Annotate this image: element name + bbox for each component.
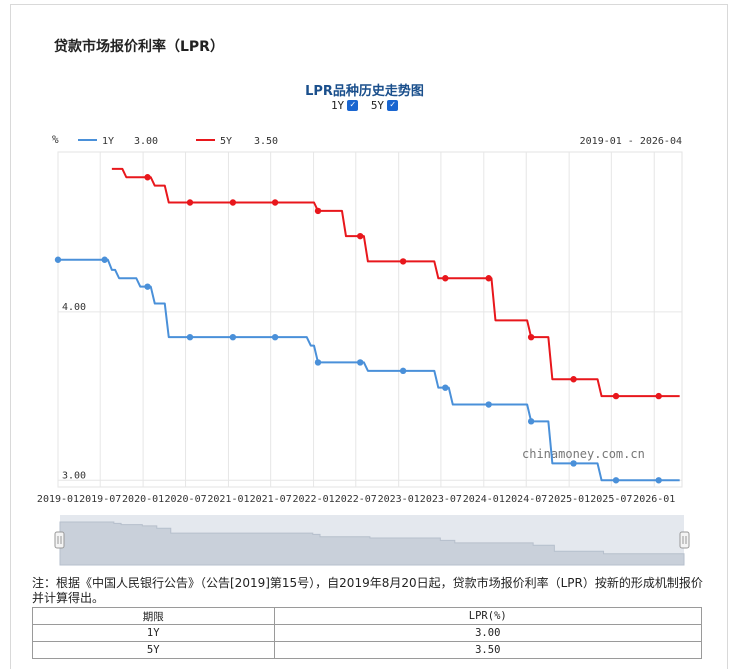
x-tick-label: 2022-01 [292,494,334,505]
y-tick-label: 4.00 [62,302,86,313]
cell-term: 1Y [32,624,275,642]
cell-rate: 3.50 [273,641,703,659]
series-markers [54,174,662,484]
data-point-5y [314,207,322,215]
legend-5y-value: 3.50 [254,136,278,147]
legend: 1Y 3.00 5Y 3.50 [78,136,278,147]
lpr-mechanism-note: 注：根据《中国人民银行公告》（公告[2019]第15号），自2019年8月20日… [32,576,703,605]
table-row: 1Y 3.00 [32,624,703,642]
navigator-series-area [59,521,685,566]
x-tick-label: 2024-01 [463,494,505,505]
x-tick-label: 2025-07 [590,494,632,505]
data-point-1y [527,418,535,425]
navigator-left-handle[interactable] [54,531,65,549]
table-row: 5Y 3.50 [32,641,703,659]
data-point-5y [271,199,279,206]
toggle-5y-label: 5Y [370,99,385,112]
data-point-1y [271,333,279,341]
data-point-5y [527,333,535,341]
data-point-5y [442,275,449,282]
data-point-1y [655,477,662,484]
toggle-1y[interactable]: 1Y ✓ [330,99,359,112]
data-point-1y [314,359,322,366]
checkbox-1y-icon[interactable]: ✓ [347,100,359,111]
x-tick-label: 2019-07 [79,494,121,505]
navigator-right-handle[interactable] [679,531,690,549]
legend-1y-value: 3.00 [134,136,158,147]
chart-grid [57,151,683,488]
lpr-rate-table: 期限 LPR(%) 1Y 3.00 5Y 3.50 [32,607,703,659]
legend-1y-name: 1Y [102,136,114,147]
x-tick-label: 2021-01 [207,494,249,505]
data-point-1y [54,256,62,263]
y-axis-labels: 3.00 4.00 [62,302,86,481]
table-header-row: 期限 LPR(%) [32,607,703,625]
data-point-1y [399,367,407,375]
cell-rate: 3.00 [273,624,703,642]
page-frame [10,4,728,669]
cell-term: 5Y [32,641,275,659]
header-term: 期限 [32,607,275,625]
data-point-1y [570,460,577,467]
data-point-1y [357,359,364,366]
data-point-1y [144,283,151,290]
lpr-chart: 2019-01 2019-07 2020-01 2020-07 2021-01 2021-… [37,133,690,566]
series-toggles: 1Y ✓ 5Y ✓ [0,99,729,112]
x-tick-label: 2025-01 [548,494,590,505]
data-point-1y [101,256,108,263]
data-point-5y [144,174,151,181]
data-point-1y [485,401,492,408]
header-lpr: LPR(%) [273,607,703,625]
x-axis-labels: 2019-01 2019-07 2020-01 2020-07 2021-01 2021-… [37,494,675,505]
data-point-5y [612,392,620,400]
series-lines [58,167,680,482]
y-tick-label: 3.00 [62,470,86,481]
series-line-5y [111,167,680,398]
data-point-5y [357,232,364,240]
x-tick-label: 2026-01 [633,494,675,505]
watermark: chinamoney.com.cn [522,447,645,461]
data-point-5y [399,258,407,265]
toggle-5y[interactable]: 5Y ✓ [370,99,399,112]
data-point-1y [186,333,194,341]
plot-border [57,151,683,488]
x-tick-label: 2023-07 [420,494,462,505]
x-tick-label: 2021-07 [250,494,292,505]
x-tick-label: 2020-01 [122,494,164,505]
checkbox-5y-icon[interactable]: ✓ [387,100,399,111]
data-point-1y [229,333,237,341]
x-tick-label: 2022-07 [335,494,377,505]
unit-label: % [52,133,59,146]
legend-5y-name: 5Y [220,136,232,147]
chart-title: LPR品种历史走势图 [305,84,424,99]
x-tick-label: 2020-07 [164,494,206,505]
data-point-5y [570,376,577,383]
page-title: 贷款市场报价利率（LPR） [54,39,224,55]
date-range: 2019-01 - 2026-04 [580,136,682,147]
x-tick-label: 2024-07 [505,494,547,505]
data-point-5y [186,199,194,206]
x-tick-label: 2023-01 [378,494,420,505]
toggle-1y-label: 1Y [330,99,345,112]
data-point-1y [612,477,620,484]
data-point-1y [442,384,449,391]
data-point-5y [485,275,492,282]
data-point-5y [655,392,662,400]
range-navigator[interactable] [54,515,690,566]
x-tick-label: 2019-01 [37,494,79,505]
data-point-5y [229,199,237,206]
